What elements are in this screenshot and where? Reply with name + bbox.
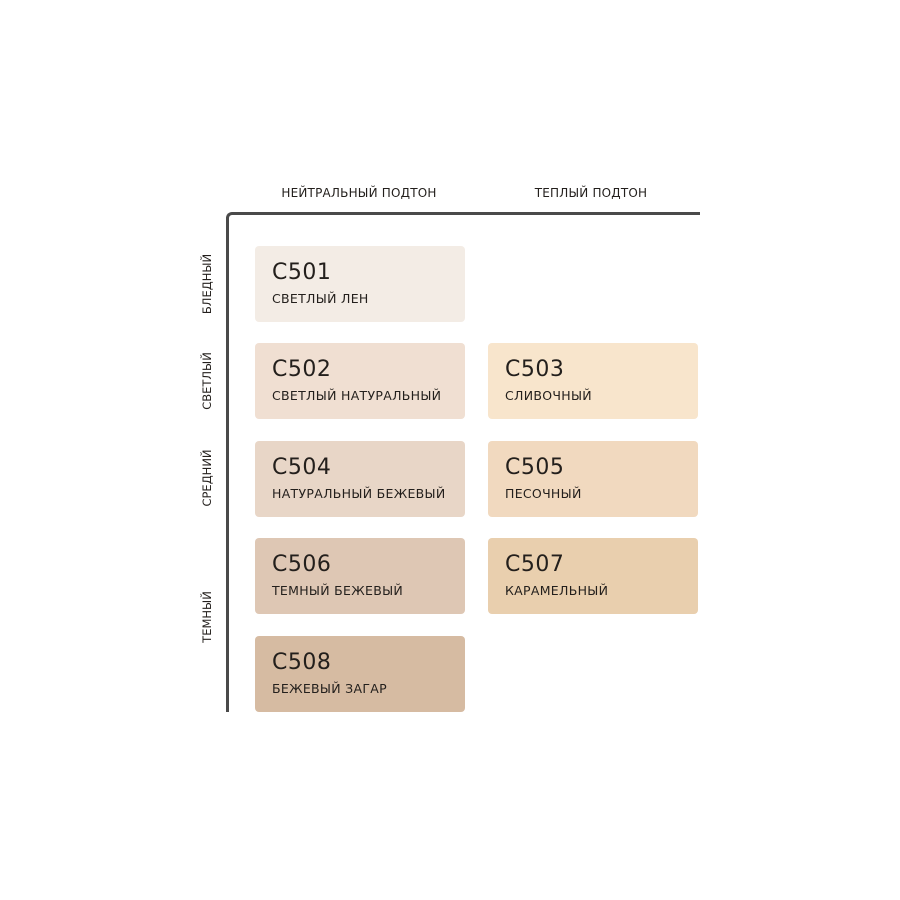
- shade-card-c508: C508 БЕЖЕВЫЙ ЗАГАР: [255, 636, 465, 712]
- shade-code: C502: [272, 357, 332, 382]
- row-header-medium: СРЕДНИЙ: [200, 449, 214, 507]
- shade-name: КАРАМЕЛЬНЫЙ: [505, 583, 609, 598]
- shade-card-c505: C505 ПЕСОЧНЫЙ: [488, 441, 698, 517]
- shade-code: C504: [272, 455, 332, 480]
- shade-name: ПЕСОЧНЫЙ: [505, 486, 582, 501]
- column-header-neutral: НЕЙТРАЛЬНЫЙ ПОДТОН: [281, 186, 437, 200]
- shade-card-c507: C507 КАРАМЕЛЬНЫЙ: [488, 538, 698, 614]
- shade-name: СВЕТЛЫЙ ЛЕН: [272, 291, 369, 306]
- shade-card-c503: C503 СЛИВОЧНЫЙ: [488, 343, 698, 419]
- shade-code: C505: [505, 455, 565, 480]
- shade-code: C501: [272, 260, 332, 285]
- shade-name: НАТУРАЛЬНЫЙ БЕЖЕВЫЙ: [272, 486, 446, 501]
- shade-code: C506: [272, 552, 332, 577]
- column-header-warm: ТЕПЛЫЙ ПОДТОН: [534, 186, 648, 200]
- shade-name: БЕЖЕВЫЙ ЗАГАР: [272, 681, 387, 696]
- shade-card-c501: C501 СВЕТЛЫЙ ЛЕН: [255, 246, 465, 322]
- shade-card-c504: C504 НАТУРАЛЬНЫЙ БЕЖЕВЫЙ: [255, 441, 465, 517]
- shade-card-c506: C506 ТЕМНЫЙ БЕЖЕВЫЙ: [255, 538, 465, 614]
- shade-name: СЛИВОЧНЫЙ: [505, 388, 592, 403]
- row-header-light: СВЕТЛЫЙ: [200, 352, 214, 410]
- shade-code: C507: [505, 552, 565, 577]
- row-header-dark: ТЕМНЫЙ: [200, 591, 214, 643]
- shade-name: СВЕТЛЫЙ НАТУРАЛЬНЫЙ: [272, 388, 442, 403]
- shade-code: C508: [272, 650, 332, 675]
- shade-code: C503: [505, 357, 565, 382]
- axis-lines: [226, 212, 700, 712]
- shade-card-c502: C502 СВЕТЛЫЙ НАТУРАЛЬНЫЙ: [255, 343, 465, 419]
- row-header-pale: БЛЕДНЫЙ: [200, 253, 214, 315]
- shade-name: ТЕМНЫЙ БЕЖЕВЫЙ: [272, 583, 404, 598]
